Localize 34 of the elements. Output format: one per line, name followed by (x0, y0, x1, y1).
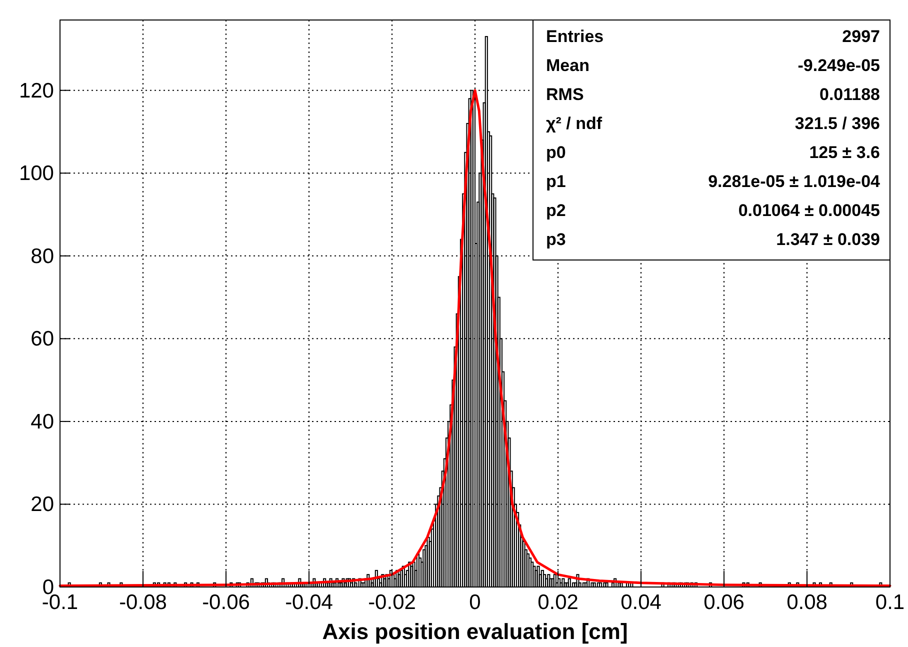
annotation: Entries (546, 27, 604, 46)
annotation: p3 (546, 230, 566, 249)
annotation: 321.5 / 396 (794, 114, 880, 133)
annotation: p2 (546, 201, 566, 220)
annotation: 0.01188 (819, 85, 880, 104)
annotation: p0 (546, 143, 566, 162)
annotation: 125 ± 3.6 (809, 143, 880, 162)
y-tick-label: 40 (30, 410, 54, 434)
y-tick-label: 100 (18, 162, 54, 186)
annotation: 0.01064 ± 0.00045 (738, 201, 880, 220)
annotation: χ² / ndf (546, 114, 602, 133)
annotation: p1 (546, 172, 566, 191)
x-tick-label: 0.1 (875, 591, 905, 614)
y-tick-label: 20 (30, 493, 54, 516)
annotation: 1.347 ± 0.039 (776, 230, 880, 249)
x-tick-label: -0.02 (368, 591, 416, 614)
annotation: 2997 (842, 27, 880, 46)
y-tick-label: 80 (30, 244, 54, 268)
x-tick-label: -0.06 (202, 591, 250, 614)
annotation: RMS (546, 85, 584, 104)
x-tick-label: 0.06 (704, 591, 744, 614)
x-tick-label: -0.04 (285, 591, 334, 614)
y-tick-label: 120 (18, 79, 54, 102)
x-tick-label: -0.08 (119, 591, 167, 614)
x-tick-label: 0 (469, 591, 481, 614)
annotation: -9.249e-05 (798, 56, 880, 75)
annotation: Mean (546, 56, 590, 75)
x-axis-title: Axis position evaluation [cm] (322, 619, 628, 644)
y-tick-label: 60 (30, 328, 54, 351)
x-tick-label: 0.02 (538, 591, 578, 614)
annotation: 9.281e-05 ± 1.019e-04 (708, 172, 881, 191)
line-series (58, 89, 892, 588)
x-tick-label: 0.04 (620, 591, 662, 614)
x-tick-label: 0.08 (786, 591, 828, 614)
